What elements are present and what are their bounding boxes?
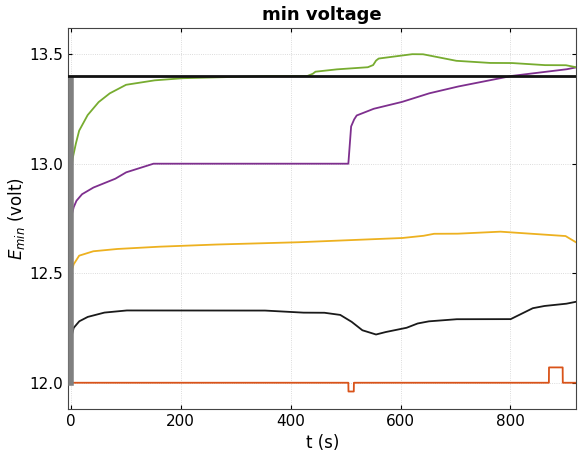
X-axis label: t (s): t (s) [306,435,339,453]
Title: min voltage: min voltage [262,5,382,23]
Y-axis label: $E_{min}$ (volt): $E_{min}$ (volt) [6,177,27,260]
